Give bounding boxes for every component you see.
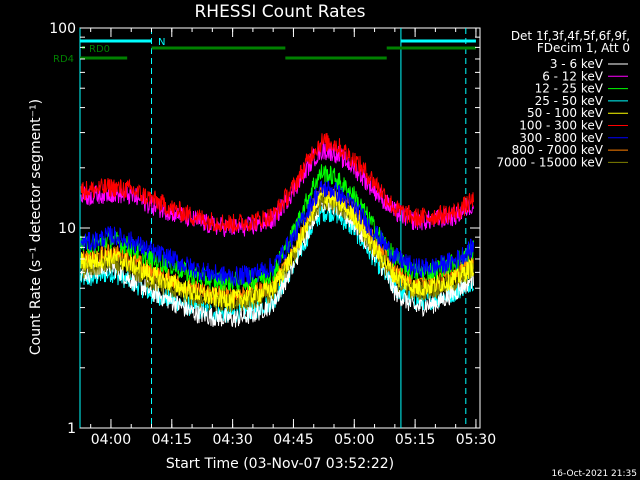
legend-entry-label: 25 - 50 keV — [535, 94, 604, 108]
x-axis-label: Start Time (03-Nov-07 03:52:22) — [166, 456, 394, 472]
x-tick-label: 05:15 — [395, 432, 435, 448]
legend-entry-label: 50 - 100 keV — [527, 106, 604, 120]
series-layer — [80, 132, 474, 328]
legend: Det 1f,3f,4f,5f,6f,9f,FDecim 1, Att 0 3 -… — [496, 29, 630, 169]
legend-entry-label: 100 - 300 keV — [519, 119, 603, 133]
x-tick-label: 04:30 — [212, 432, 252, 448]
timestamp: 16-Oct-2021 21:35 — [552, 469, 637, 479]
legend-entry-label: 300 - 800 keV — [519, 131, 603, 145]
legend-entry-label: 12 - 25 keV — [535, 82, 604, 96]
series-line-9 — [80, 189, 474, 313]
series-line-5 — [80, 187, 474, 309]
y-axis-label: Count Rate (s⁻¹ detector segment⁻¹) — [28, 99, 44, 355]
chart-title: RHESSI Count Rates — [194, 2, 365, 22]
x-tick-label: 04:15 — [152, 432, 192, 448]
x-tick-label: 04:45 — [273, 432, 313, 448]
flag-label-n: N — [158, 37, 165, 48]
flag-bars: N RD0 RD4 — [53, 37, 476, 65]
legend-header-1: Det 1f,3f,4f,5f,6f,9f, — [511, 29, 630, 43]
x-tick-label: 05:30 — [456, 432, 496, 448]
x-tick-label: 05:00 — [334, 432, 374, 448]
flag-label-rd4: RD4 — [53, 54, 74, 65]
legend-entry-label: 7000 - 15000 keV — [496, 155, 603, 169]
legend-entry-label: 3 - 6 keV — [550, 57, 604, 71]
series-line-7 — [80, 180, 474, 286]
legend-entry-label: 6 - 12 keV — [542, 69, 604, 83]
vertical-markers — [79, 28, 467, 428]
y-tick-label: 1 — [67, 421, 76, 437]
axes: 04:00 04:15 04:30 04:45 05:00 05:15 05:30 1 10 10… — [49, 21, 496, 448]
flag-label-rd0: RD0 — [89, 44, 110, 55]
x-tick-label: 04:00 — [91, 432, 131, 448]
legend-entry-label: 800 - 7000 keV — [512, 143, 604, 157]
legend-header-2: FDecim 1, Att 0 — [537, 41, 630, 55]
y-tick-label: 10 — [58, 221, 76, 237]
series-line-6 — [80, 132, 474, 234]
y-tick-label: 100 — [49, 21, 76, 37]
